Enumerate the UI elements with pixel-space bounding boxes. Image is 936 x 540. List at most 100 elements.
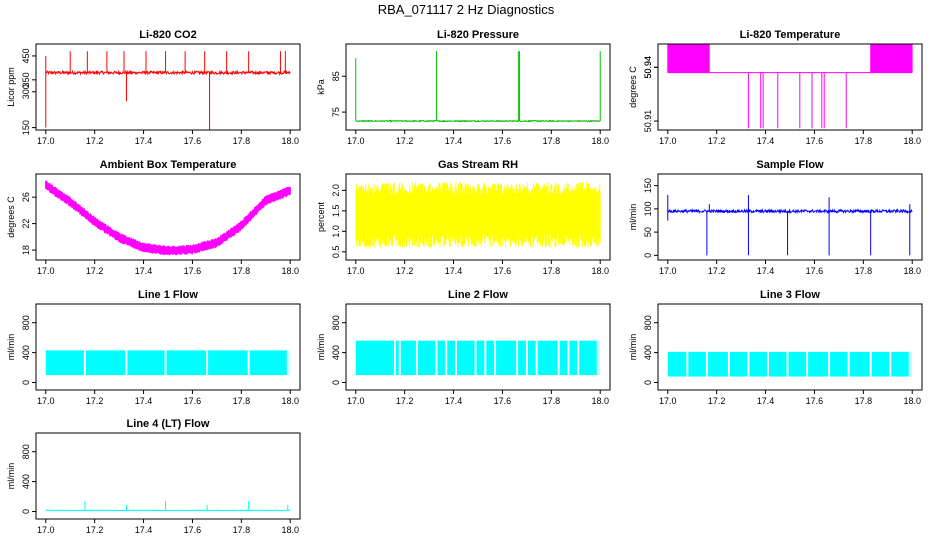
data-band-segment — [447, 340, 456, 376]
x-tick-label: 17.2 — [708, 136, 726, 146]
x-tick-label: 17.6 — [494, 136, 512, 146]
data-band-segment — [871, 351, 890, 377]
y-axis-label: ml/min — [316, 334, 326, 361]
panel-line2: Line 2 Flow 17.0 17.2 17.4 17.6 17.8 18.0 0 400 8… — [316, 289, 611, 406]
x-tick-label: 17.0 — [347, 136, 365, 146]
panel-co2: Li-820 CO2 17.0 17.2 17.4 17.6 17.8 18.0 150 300… — [6, 29, 301, 146]
data-line — [667, 207, 913, 215]
x-tick-label: 17.6 — [806, 266, 824, 276]
y-tick-label: 50.94 — [643, 56, 653, 79]
x-tick-label: 17.0 — [347, 396, 365, 406]
x-tick-label: 17.8 — [543, 136, 561, 146]
plot-frame — [35, 43, 301, 131]
y-tick-label: 800 — [21, 444, 31, 459]
plot-frame — [35, 303, 301, 391]
y-tick-label: 800 — [643, 315, 653, 330]
data-band-segment — [707, 351, 728, 377]
y-axis-label: ml/min — [628, 204, 638, 231]
x-tick-label: 17.6 — [806, 136, 824, 146]
x-tick-label: 17.0 — [659, 136, 677, 146]
x-tick-label: 17.6 — [184, 136, 202, 146]
x-tick-label: 18.0 — [591, 396, 609, 406]
data-line — [667, 44, 913, 129]
data-band-segment — [891, 351, 909, 377]
x-tick-label: 17.4 — [135, 396, 153, 406]
y-tick-label: 1.5 — [331, 205, 341, 218]
data-band — [45, 180, 291, 256]
panel-line4: Line 4 (LT) Flow 17.0 17.2 17.4 17.6 17.8 18.0… — [6, 418, 301, 535]
data-band-segment — [456, 340, 475, 376]
data-band-segment — [400, 340, 416, 376]
series-co2 — [45, 51, 291, 130]
panel-box_temp: Ambient Box Temperature 17.0 17.2 17.4 17.6 1… — [6, 159, 301, 276]
x-tick-label: 17.8 — [543, 266, 561, 276]
data-noise — [355, 182, 601, 248]
panel-title: Li-820 Temperature — [740, 29, 841, 41]
plot-frame — [345, 43, 611, 131]
y-tick-label: 100 — [643, 201, 653, 216]
y-tick-label: 85 — [331, 71, 341, 81]
y-tick-label: 50.91 — [643, 110, 653, 133]
panel-title: Line 4 (LT) Flow — [127, 418, 210, 430]
x-tick-label: 18.0 — [903, 396, 921, 406]
x-tick-label: 17.2 — [708, 266, 726, 276]
series-line-2 — [355, 340, 600, 376]
panel-title: Li-820 CO2 — [139, 29, 196, 41]
y-tick-label: 0 — [21, 509, 31, 514]
panel-title: Li-820 Pressure — [437, 29, 519, 41]
panel-line1: Line 1 Flow 17.0 17.2 17.4 17.6 17.8 18.0 0 400 8… — [6, 289, 301, 406]
data-band-segment — [208, 350, 248, 376]
x-tick-label: 17.2 — [396, 396, 414, 406]
x-tick-label: 17.4 — [757, 396, 775, 406]
y-tick-label: 50 — [643, 227, 653, 237]
x-tick-label: 17.8 — [233, 136, 251, 146]
x-tick-label: 18.0 — [903, 136, 921, 146]
y-tick-label: 800 — [331, 315, 341, 330]
data-band-segment — [127, 350, 165, 376]
data-band-segment — [166, 350, 207, 376]
x-tick-label: 18.0 — [281, 396, 299, 406]
plot-frame — [35, 432, 301, 520]
y-axis-label: kPa — [316, 79, 326, 95]
data-band-segment — [768, 351, 787, 377]
y-tick-label: 800 — [21, 315, 31, 330]
panel-sample_flow: Sample Flow 17.0 17.2 17.4 17.6 17.8 18.0 0 50 10… — [628, 159, 923, 276]
x-tick-label: 18.0 — [281, 136, 299, 146]
data-band-segment — [788, 351, 807, 377]
x-tick-label: 17.8 — [855, 396, 873, 406]
x-tick-label: 17.8 — [855, 266, 873, 276]
panel-title: Line 1 Flow — [138, 289, 198, 301]
y-axis-label: ml/min — [6, 463, 16, 490]
x-tick-label: 17.2 — [396, 266, 414, 276]
y-axis-label: ml/min — [6, 334, 16, 361]
x-tick-label: 17.6 — [184, 266, 202, 276]
series-temperature — [667, 44, 913, 129]
x-tick-label: 18.0 — [903, 266, 921, 276]
x-tick-label: 17.4 — [135, 525, 153, 535]
plot-frame — [35, 173, 301, 261]
y-axis-label: percent — [316, 201, 326, 232]
series-line-4-lt- — [45, 501, 291, 512]
x-tick-label: 17.0 — [37, 266, 55, 276]
y-tick-label: 1.0 — [331, 225, 341, 238]
x-tick-label: 17.2 — [396, 136, 414, 146]
x-tick-label: 17.2 — [86, 266, 104, 276]
y-tick-label: 75 — [331, 107, 341, 117]
series-box-temperature — [45, 180, 291, 256]
x-tick-label: 17.0 — [347, 266, 365, 276]
x-tick-label: 17.0 — [659, 396, 677, 406]
data-band-segment — [808, 351, 829, 377]
data-band-segment — [667, 351, 687, 377]
x-tick-label: 17.2 — [86, 136, 104, 146]
plot-frame — [657, 303, 923, 391]
data-band-segment — [355, 340, 394, 376]
x-tick-label: 17.4 — [757, 266, 775, 276]
data-band-segment — [417, 340, 436, 376]
y-tick-label: 0 — [331, 380, 341, 385]
panel-temperature: Li-820 Temperature 17.0 17.2 17.4 17.6 17.8 18… — [628, 29, 923, 146]
data-band-segment — [559, 340, 568, 376]
x-tick-label: 17.2 — [86, 396, 104, 406]
y-tick-label: 26 — [21, 192, 31, 202]
x-tick-label: 17.6 — [184, 525, 202, 535]
series-line-3 — [667, 351, 912, 377]
